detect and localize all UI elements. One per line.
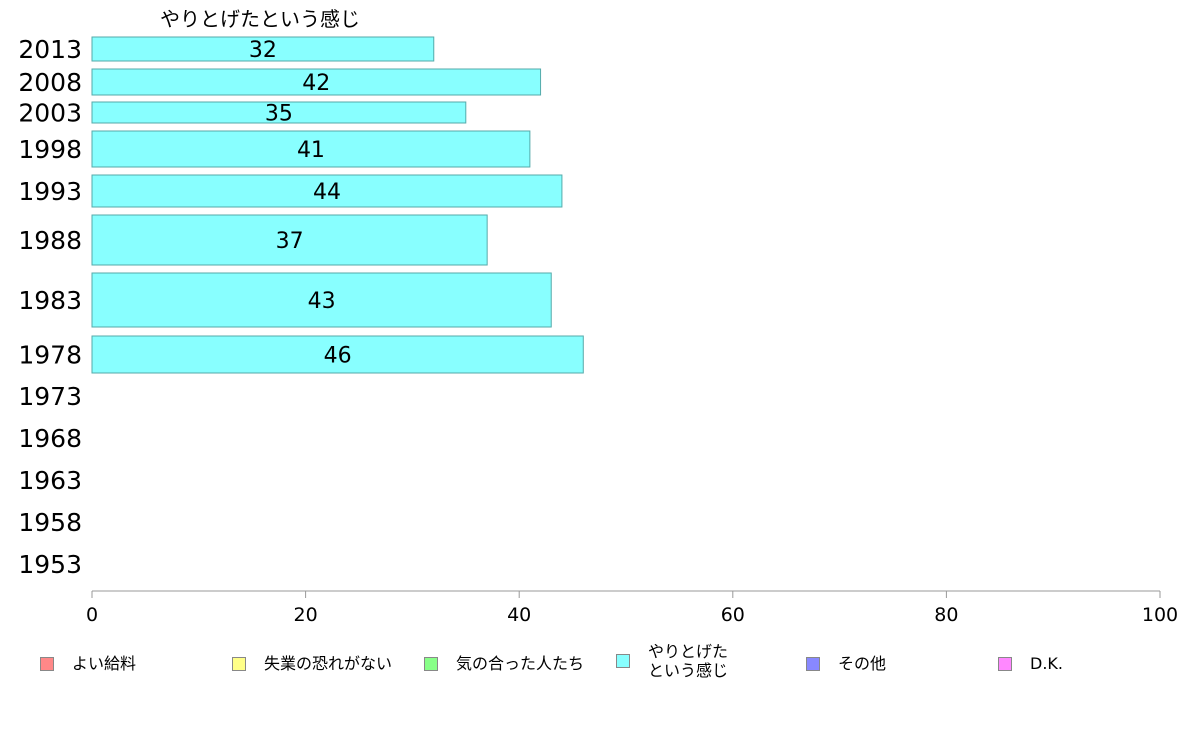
legend-label: D.K. [1030, 654, 1063, 673]
x-tick-label-0: 0 [86, 604, 98, 626]
bar-1983 [91, 272, 552, 328]
value-label-1988: 37 [276, 229, 304, 254]
y-tick-label-1973: 1973 [18, 382, 82, 411]
value-label-1978: 46 [324, 344, 352, 369]
value-label-1998: 41 [297, 138, 325, 163]
x-tick-label-20: 20 [294, 604, 318, 626]
y-tick-label-2013: 2013 [18, 35, 82, 64]
bar-1978 [91, 335, 584, 374]
legend-label: 失業の恐れがない [264, 654, 393, 673]
legend-swatch [424, 656, 438, 671]
legend-label: よい給料 [72, 654, 137, 673]
legend-label: やりとげた という感じ [648, 642, 729, 680]
value-label-1983: 43 [308, 289, 336, 314]
x-tick-label-40: 40 [507, 604, 531, 626]
legend-swatch [232, 656, 246, 671]
y-tick-label-1988: 1988 [18, 226, 82, 255]
value-label-2008: 42 [302, 71, 330, 96]
value-label-2013: 32 [249, 38, 277, 63]
bar-1988 [91, 214, 488, 266]
y-tick-label-2003: 2003 [18, 99, 82, 128]
y-tick-label-1993: 1993 [18, 177, 82, 206]
x-tick-label-100: 100 [1142, 604, 1178, 626]
legend-item-other: その他 [806, 654, 886, 673]
x-tick-label-60: 60 [721, 604, 745, 626]
legend-item-accomplishment: やりとげた という感じ [616, 642, 728, 680]
y-tick-label-1953: 1953 [18, 550, 82, 579]
legend-swatch [806, 656, 820, 671]
bar-2013 [91, 36, 435, 62]
value-label-1993: 44 [313, 180, 341, 205]
y-tick-label-1958: 1958 [18, 508, 82, 537]
legend: よい給料 失業の恐れがない 気の合った人たち やりとげた という感じ その他 D… [0, 640, 1188, 688]
legend-swatch [616, 654, 630, 668]
bar-1998 [91, 130, 531, 168]
y-tick-label-1963: 1963 [18, 466, 82, 495]
legend-item-good-pay: よい給料 [40, 654, 136, 673]
value-label-2003: 35 [265, 102, 293, 127]
legend-swatch [40, 656, 54, 671]
legend-item-good-colleagues: 気の合った人たち [424, 654, 584, 673]
y-tick-label-1998: 1998 [18, 135, 82, 164]
legend-swatch [998, 656, 1012, 671]
chart-title: やりとげたという感じ [160, 7, 360, 31]
x-axis: 0 20 40 60 80 100 [86, 590, 1178, 626]
legend-item-job-security: 失業の恐れがない [232, 654, 392, 673]
legend-label: その他 [838, 654, 887, 673]
y-tick-label-1968: 1968 [18, 424, 82, 453]
y-tick-label-1983: 1983 [18, 286, 82, 315]
bar-1993 [91, 174, 563, 208]
bar-2008 [91, 68, 542, 96]
y-tick-label-2008: 2008 [18, 68, 82, 97]
y-tick-label-1978: 1978 [18, 341, 82, 370]
legend-label: 気の合った人たち [456, 654, 585, 673]
bar-2003 [91, 101, 467, 124]
x-tick-label-80: 80 [934, 604, 958, 626]
legend-item-dk: D.K. [998, 654, 1063, 673]
